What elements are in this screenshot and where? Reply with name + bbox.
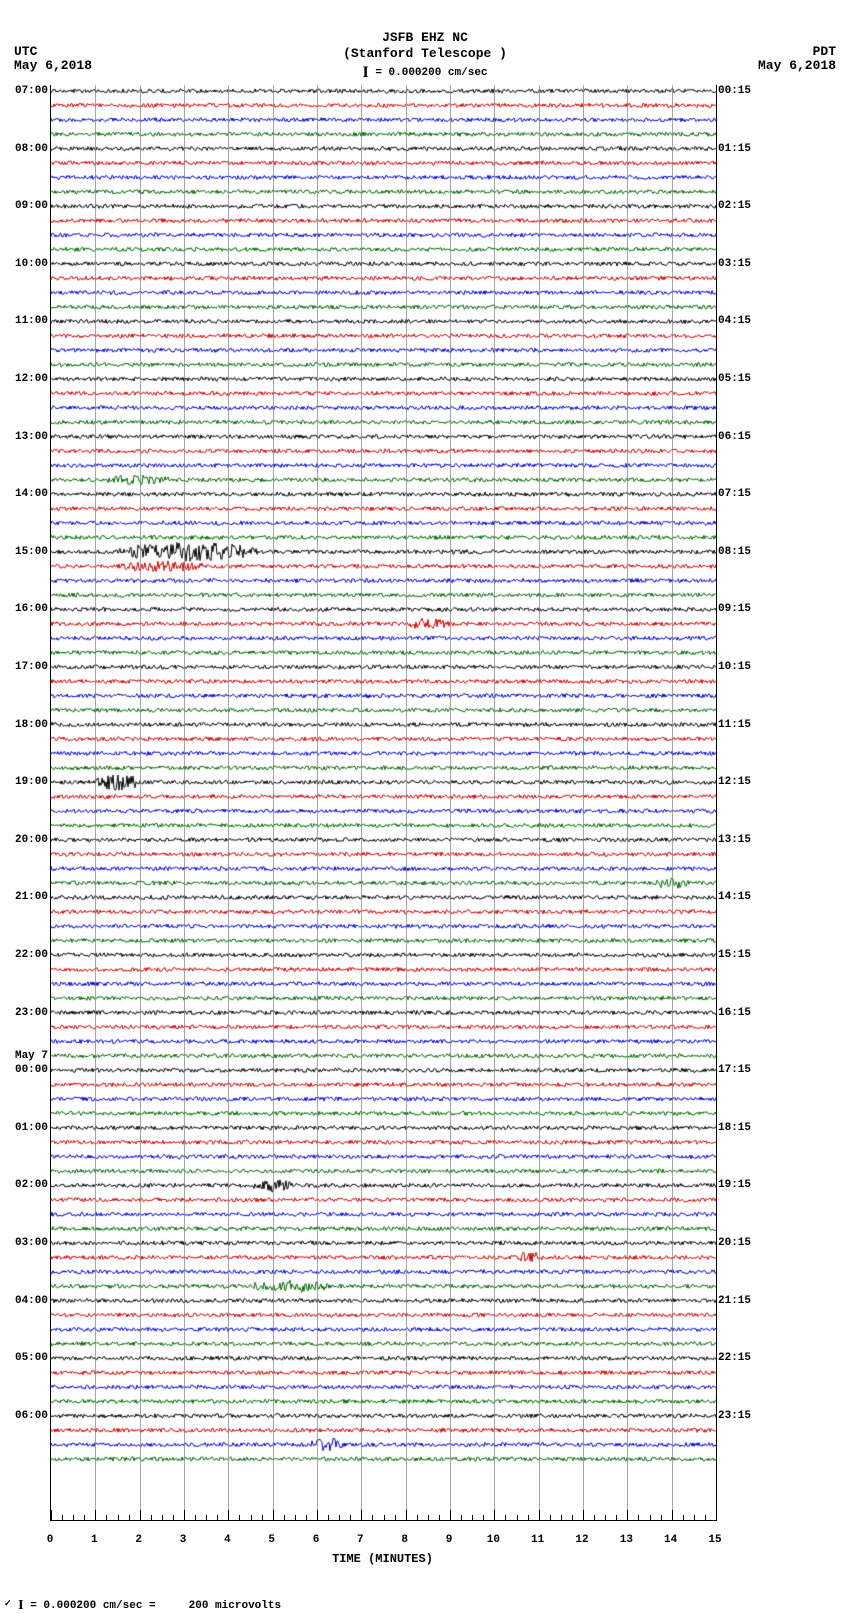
x-axis-label: TIME (MINUTES) bbox=[50, 1552, 715, 1566]
utc-time-label: 12:00 bbox=[15, 373, 48, 385]
local-time-label: 21:15 bbox=[718, 1295, 751, 1307]
utc-time-label: 22:00 bbox=[15, 949, 48, 961]
x-tick-label: 1 bbox=[91, 1534, 98, 1546]
scale-line: I = 0.000200 cm/sec bbox=[0, 64, 850, 82]
local-time-label: 08:15 bbox=[718, 546, 751, 558]
x-tick-label: 2 bbox=[135, 1534, 142, 1546]
utc-time-label: 01:00 bbox=[15, 1122, 48, 1134]
local-time-label: 04:15 bbox=[718, 315, 751, 327]
local-time-label: 05:15 bbox=[718, 373, 751, 385]
x-tick-label: 0 bbox=[47, 1534, 54, 1546]
x-tick-label: 7 bbox=[357, 1534, 364, 1546]
local-label: PDT bbox=[813, 44, 836, 59]
local-time-label: 11:15 bbox=[718, 719, 751, 731]
local-time-label: 20:15 bbox=[718, 1237, 751, 1249]
location-line: (Stanford Telescope ) bbox=[0, 46, 850, 61]
utc-time-label: 11:00 bbox=[15, 315, 48, 327]
local-time-label: 12:15 bbox=[718, 776, 751, 788]
x-tick-label: 13 bbox=[620, 1534, 633, 1546]
utc-time-label: 05:00 bbox=[15, 1352, 48, 1364]
local-time-label: 07:15 bbox=[718, 488, 751, 500]
utc-time-label: 17:00 bbox=[15, 661, 48, 673]
utc-time-label: 00:00 bbox=[15, 1064, 48, 1076]
local-time-label: 18:15 bbox=[718, 1122, 751, 1134]
utc-time-label: 13:00 bbox=[15, 431, 48, 443]
x-tick-label: 9 bbox=[446, 1534, 453, 1546]
local-time-label: 23:15 bbox=[718, 1410, 751, 1422]
utc-time-label: 08:00 bbox=[15, 143, 48, 155]
local-time-label: 09:15 bbox=[718, 603, 751, 615]
utc-time-label: 18:00 bbox=[15, 719, 48, 731]
local-time-label: 10:15 bbox=[718, 661, 751, 673]
x-tick-label: 10 bbox=[487, 1534, 500, 1546]
utc-time-label: 15:00 bbox=[15, 546, 48, 558]
utc-time-label: 19:00 bbox=[15, 776, 48, 788]
utc-time-label: 02:00 bbox=[15, 1179, 48, 1191]
utc-time-label: 23:00 bbox=[15, 1007, 48, 1019]
local-time-label: 15:15 bbox=[718, 949, 751, 961]
x-tick-label: 4 bbox=[224, 1534, 231, 1546]
utc-time-label: 21:00 bbox=[15, 891, 48, 903]
local-time-label: 06:15 bbox=[718, 431, 751, 443]
utc-time-label: 03:00 bbox=[15, 1237, 48, 1249]
helicorder-plot bbox=[50, 85, 717, 1521]
x-tick-label: 15 bbox=[708, 1534, 721, 1546]
x-tick-label: 8 bbox=[401, 1534, 408, 1546]
local-date: May 6,2018 bbox=[758, 58, 836, 73]
x-tick-label: 5 bbox=[268, 1534, 275, 1546]
utc-time-label: 06:00 bbox=[15, 1410, 48, 1422]
utc-time-label: 07:00 bbox=[15, 85, 48, 97]
local-time-label: 19:15 bbox=[718, 1179, 751, 1191]
utc-time-label: 14:00 bbox=[15, 488, 48, 500]
x-tick-label: 14 bbox=[664, 1534, 677, 1546]
local-time-label: 22:15 bbox=[718, 1352, 751, 1364]
utc-label: UTC bbox=[14, 44, 37, 59]
x-tick-label: 3 bbox=[180, 1534, 187, 1546]
utc-date-rollover: May 7 bbox=[15, 1050, 48, 1062]
utc-time-label: 04:00 bbox=[15, 1295, 48, 1307]
local-time-label: 00:15 bbox=[718, 85, 751, 97]
x-tick-label: 12 bbox=[575, 1534, 588, 1546]
local-time-label: 01:15 bbox=[718, 143, 751, 155]
local-time-label: 16:15 bbox=[718, 1007, 751, 1019]
traces-canvas bbox=[51, 85, 716, 1520]
utc-time-label: 20:00 bbox=[15, 834, 48, 846]
local-time-label: 13:15 bbox=[718, 834, 751, 846]
utc-time-label: 10:00 bbox=[15, 258, 48, 270]
station-line: JSFB EHZ NC bbox=[0, 30, 850, 45]
utc-time-label: 16:00 bbox=[15, 603, 48, 615]
local-time-label: 14:15 bbox=[718, 891, 751, 903]
local-time-label: 17:15 bbox=[718, 1064, 751, 1076]
seismogram-page: JSFB EHZ NC (Stanford Telescope ) I = 0.… bbox=[0, 0, 850, 1613]
local-time-label: 03:15 bbox=[718, 258, 751, 270]
local-time-label: 02:15 bbox=[718, 200, 751, 212]
utc-time-label: 09:00 bbox=[15, 200, 48, 212]
utc-date: May 6,2018 bbox=[14, 58, 92, 73]
scale-symbol: I bbox=[362, 64, 368, 81]
x-tick-label: 11 bbox=[531, 1534, 544, 1546]
footer-scale: ✓ I = 0.000200 cm/sec = 200 microvolts bbox=[4, 1598, 281, 1614]
x-tick-label: 6 bbox=[313, 1534, 320, 1546]
